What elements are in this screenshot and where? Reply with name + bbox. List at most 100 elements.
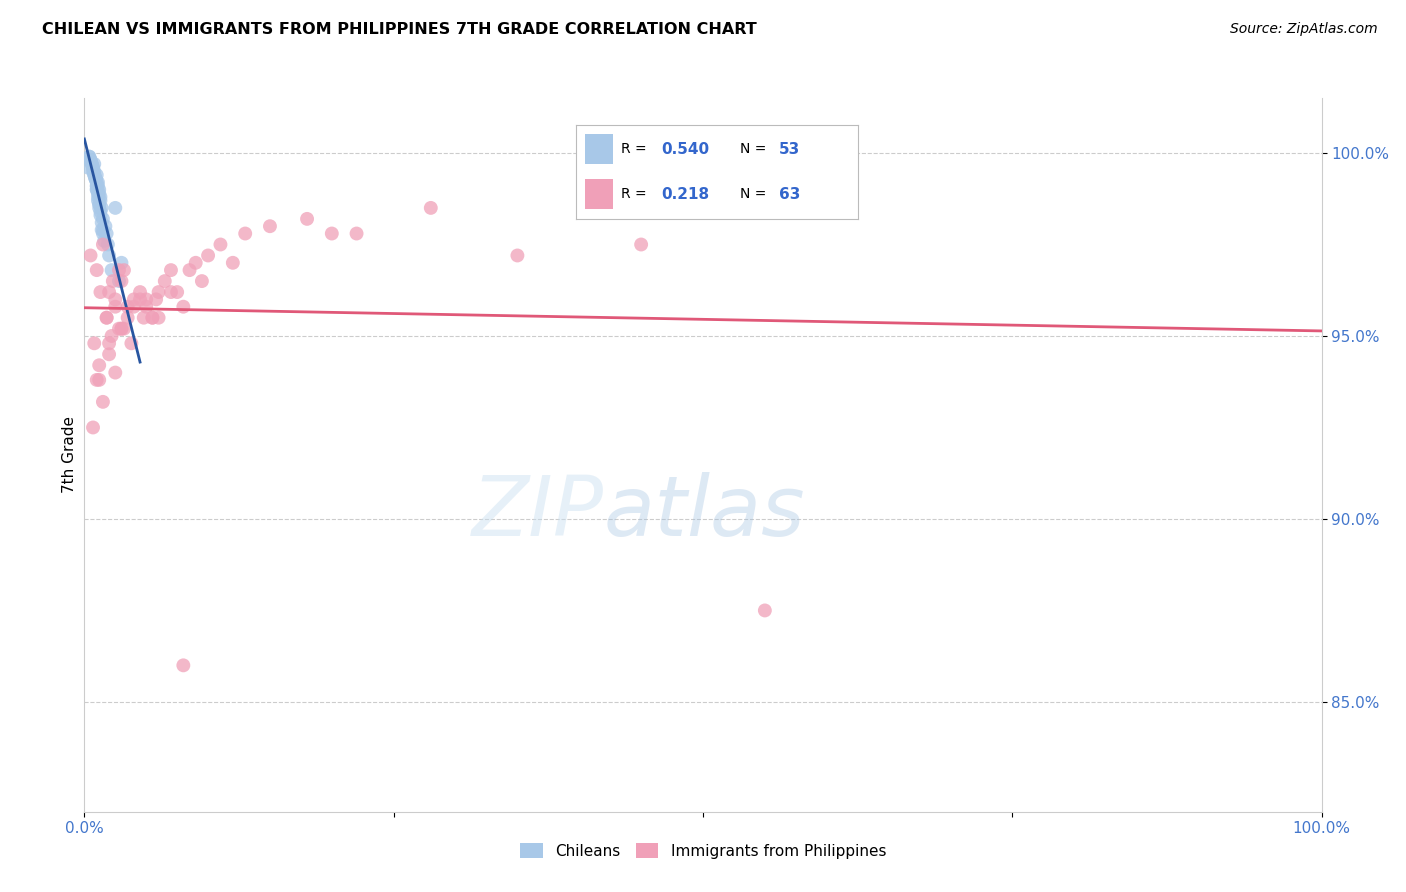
Point (135, 293, 157, 307)
Point (98, 347, 121, 361)
Point (86, 183, 108, 197)
Point (83, 164, 105, 178)
Point (104, 293, 127, 307)
Point (89, 208, 111, 222)
Point (84, 171, 107, 186)
Point (321, 227, 343, 241)
Point (90, 201, 112, 215)
Point (100, 329, 122, 343)
Point (191, 274, 214, 288)
Point (117, 300, 139, 314)
Text: N =: N = (740, 187, 770, 202)
Point (86, 263, 108, 277)
Point (98, 336, 121, 351)
Point (100, 263, 122, 277)
Point (172, 300, 194, 314)
Point (83, 157, 105, 171)
Point (90, 215, 112, 229)
Point (79, 153, 101, 168)
Point (222, 256, 245, 270)
Point (630, 237, 652, 252)
Point (259, 219, 281, 234)
Point (166, 285, 188, 299)
Point (82, 420, 104, 434)
Point (160, 263, 183, 277)
Point (91, 237, 114, 252)
Point (86, 178, 108, 193)
FancyBboxPatch shape (585, 134, 613, 164)
Point (184, 256, 207, 270)
Point (117, 310, 139, 325)
Point (132, 310, 155, 325)
Point (112, 321, 135, 335)
Point (97, 237, 120, 252)
Point (87, 194, 110, 208)
Point (80, 157, 103, 171)
Point (160, 285, 183, 299)
Point (98, 248, 121, 262)
Point (87, 186, 110, 201)
Point (89, 285, 111, 299)
Point (87, 175, 110, 189)
Text: Source: ZipAtlas.com: Source: ZipAtlas.com (1230, 22, 1378, 37)
Point (89, 183, 111, 197)
Point (84, 171, 107, 186)
Point (209, 237, 232, 252)
Text: CHILEAN VS IMMIGRANTS FROM PHILIPPINES 7TH GRADE CORRELATION CHART: CHILEAN VS IMMIGRANTS FROM PHILIPPINES 7… (42, 22, 756, 37)
Text: R =: R = (621, 187, 655, 202)
Point (419, 201, 441, 215)
Point (84, 171, 107, 186)
Point (89, 186, 111, 201)
Point (129, 293, 152, 307)
Point (98, 285, 121, 299)
Point (295, 211, 318, 226)
Text: ZIP: ZIP (472, 472, 605, 552)
Point (101, 274, 124, 288)
Point (79, 153, 101, 168)
Legend: Chileans, Immigrants from Philippines: Chileans, Immigrants from Philippines (513, 837, 893, 864)
Point (79, 150, 101, 164)
Point (104, 201, 127, 215)
Point (77, 161, 100, 175)
Point (91, 223, 114, 237)
Point (82, 161, 104, 175)
Point (89, 201, 111, 215)
Point (145, 293, 167, 307)
Point (89, 358, 111, 372)
Point (79, 153, 101, 168)
Point (93, 234, 115, 248)
Point (153, 274, 176, 288)
Point (86, 373, 108, 387)
Text: R =: R = (621, 142, 651, 156)
Point (96, 310, 118, 325)
Point (233, 227, 256, 241)
Point (89, 190, 111, 204)
Point (141, 310, 163, 325)
Point (80, 157, 103, 171)
Point (148, 310, 170, 325)
Point (104, 300, 127, 314)
Text: 53: 53 (779, 142, 800, 157)
Point (86, 183, 108, 197)
Text: 0.218: 0.218 (661, 186, 709, 202)
Point (108, 321, 131, 335)
Point (91, 395, 114, 409)
Point (197, 248, 219, 262)
Point (120, 336, 142, 351)
Text: 63: 63 (779, 186, 800, 202)
Point (110, 321, 132, 335)
Point (87, 178, 110, 193)
Point (172, 658, 194, 673)
Point (87, 190, 110, 204)
Y-axis label: 7th Grade: 7th Grade (62, 417, 77, 493)
Point (110, 274, 132, 288)
Point (89, 197, 111, 211)
Point (129, 285, 152, 299)
Point (122, 293, 145, 307)
Point (91, 211, 114, 226)
Point (754, 603, 776, 617)
FancyBboxPatch shape (585, 179, 613, 210)
Point (86, 168, 108, 182)
Point (91, 227, 114, 241)
Point (112, 263, 135, 277)
